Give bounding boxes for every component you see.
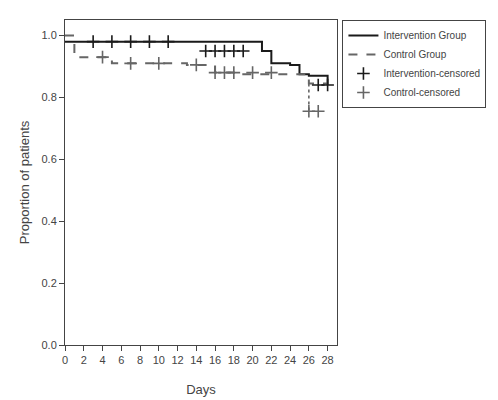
- svg-text:0.0: 0.0: [42, 339, 57, 351]
- svg-text:10: 10: [153, 354, 165, 366]
- svg-text:Intervention Group: Intervention Group: [383, 30, 466, 41]
- svg-text:Intervention-censored: Intervention-censored: [383, 68, 480, 79]
- svg-text:18: 18: [228, 354, 240, 366]
- svg-text:0.8: 0.8: [42, 91, 57, 103]
- svg-text:2: 2: [81, 354, 87, 366]
- svg-text:4: 4: [99, 354, 105, 366]
- svg-text:Proportion of patients: Proportion of patients: [17, 120, 32, 244]
- svg-text:20: 20: [246, 354, 258, 366]
- svg-text:0: 0: [62, 354, 68, 366]
- svg-text:14: 14: [190, 354, 202, 366]
- svg-text:24: 24: [284, 354, 296, 366]
- svg-text:Control-censored: Control-censored: [383, 87, 460, 98]
- svg-text:16: 16: [209, 354, 221, 366]
- svg-text:28: 28: [321, 354, 333, 366]
- svg-text:6: 6: [118, 354, 124, 366]
- svg-text:0.2: 0.2: [42, 277, 57, 289]
- svg-text:8: 8: [137, 354, 143, 366]
- svg-text:Days: Days: [186, 382, 216, 397]
- svg-text:1.0: 1.0: [42, 29, 57, 41]
- svg-text:26: 26: [303, 354, 315, 366]
- svg-text:0.6: 0.6: [42, 153, 57, 165]
- svg-text:0.4: 0.4: [42, 215, 57, 227]
- svg-text:22: 22: [265, 354, 277, 366]
- svg-text:12: 12: [171, 354, 183, 366]
- svg-text:Control Group: Control Group: [383, 49, 446, 60]
